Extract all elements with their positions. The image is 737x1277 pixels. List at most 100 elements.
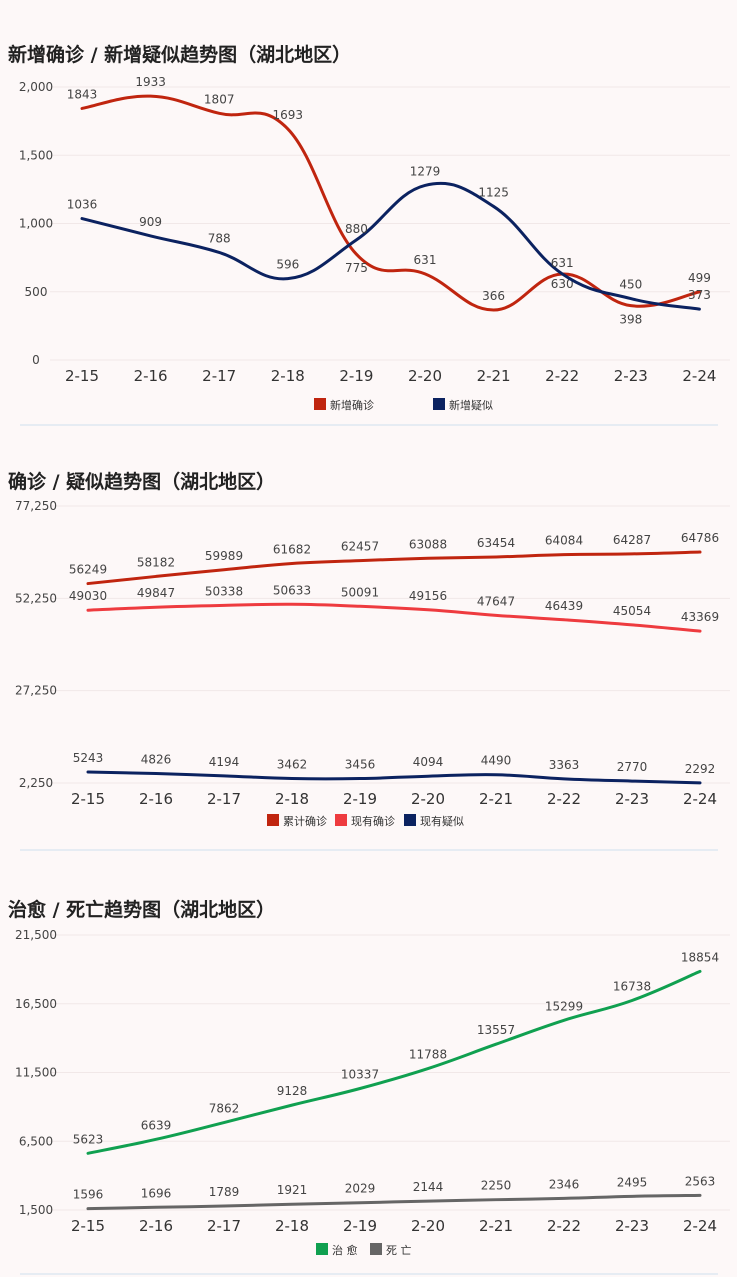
legend-swatch (335, 814, 347, 826)
x-tick-label: 2-16 (134, 367, 168, 385)
y-tick-label: 2,000 (19, 80, 53, 94)
legend-label: 新增疑似 (449, 398, 493, 412)
new-cases-chart: 0 500 1,000 1,500 2,000 2-15 2-16 2-17 2-18 2-19 2… (19, 75, 730, 412)
y-tick-label: 27,250 (15, 684, 57, 698)
data-label: 450 (619, 278, 642, 292)
data-label: 909 (139, 215, 162, 229)
data-label: 3462 (277, 758, 308, 772)
x-tick-label: 2-18 (271, 367, 305, 385)
data-label: 64786 (681, 531, 719, 545)
y-tick-label: 11,500 (15, 1066, 57, 1080)
data-label: 63454 (477, 536, 515, 550)
data-label: 631 (551, 256, 574, 270)
x-tick-label: 2-19 (343, 1217, 377, 1235)
x-tick-label: 2-23 (614, 367, 648, 385)
chart-panel-confirmed: 确诊 / 疑似趋势图（湖北地区） 2,250 27,250 52,250 77,250… (0, 430, 737, 855)
legend-swatch (404, 814, 416, 826)
x-tick-label: 2-17 (207, 1217, 241, 1235)
data-label: 788 (208, 231, 231, 245)
data-label: 59989 (205, 549, 243, 563)
series-line-2 (86, 770, 702, 785)
legend-label: 现有确诊 (351, 814, 395, 828)
x-tick-label: 2-19 (339, 367, 373, 385)
legend-label: 治 愈 (332, 1243, 358, 1257)
x-tick-label: 2-21 (479, 790, 513, 808)
x-tick-label: 2-16 (139, 1217, 173, 1235)
y-tick-label: 16,500 (15, 997, 57, 1011)
data-label: 2563 (685, 1174, 716, 1188)
x-tick-label: 2-23 (615, 1217, 649, 1235)
x-tick-label: 2-21 (477, 367, 511, 385)
data-label: 3456 (345, 758, 376, 772)
data-label: 64084 (545, 534, 583, 548)
data-label: 2495 (617, 1175, 648, 1189)
data-label: 1933 (135, 75, 166, 89)
data-label: 62457 (341, 540, 379, 554)
data-label: 43369 (681, 610, 719, 624)
x-tick-label: 2-22 (547, 1217, 581, 1235)
recovered-chart: 1,500 6,500 11,500 16,500 21,500 2-15 2-16 2-17… (15, 928, 730, 1257)
data-label: 50091 (341, 585, 379, 599)
data-label: 11788 (409, 1048, 447, 1062)
data-label: 1125 (478, 185, 509, 199)
data-label: 880 (345, 222, 368, 236)
x-tick-label: 2-18 (275, 1217, 309, 1235)
data-label: 1921 (277, 1183, 308, 1197)
x-tick-label: 2-18 (275, 790, 309, 808)
data-label: 61682 (273, 542, 311, 556)
legend-label: 死 亡 (386, 1243, 412, 1257)
chart-panel-recovered: 治愈 / 死亡趋势图（湖北地区） 1,500 6,500 11,500 16,500 2… (0, 855, 737, 1277)
data-label: 2250 (481, 1179, 512, 1193)
x-tick-label: 2-22 (547, 790, 581, 808)
confirmed-chart: 2,250 27,250 52,250 77,250 2-15 2-16 2-17 2-18 2… (15, 499, 730, 828)
data-label: 1693 (273, 108, 304, 122)
data-label: 2029 (345, 1182, 376, 1196)
data-label: 5243 (73, 751, 104, 765)
data-label: 596 (276, 258, 299, 272)
data-label: 6639 (141, 1118, 172, 1132)
data-label: 2144 (413, 1180, 444, 1194)
data-label: 4826 (141, 752, 172, 766)
x-tick-label: 2-15 (71, 790, 105, 808)
data-label: 631 (414, 253, 437, 267)
series-line-1 (86, 602, 702, 633)
x-tick-label: 2-24 (683, 1217, 717, 1235)
legend-swatch (267, 814, 279, 826)
legend-label: 累计确诊 (283, 814, 327, 828)
y-tick-label: 77,250 (15, 499, 57, 513)
x-tick-label: 2-20 (411, 790, 445, 808)
x-tick-label: 2-22 (545, 367, 579, 385)
x-tick-label: 2-24 (682, 367, 716, 385)
data-label: 1789 (209, 1185, 240, 1199)
x-tick-label: 2-17 (207, 790, 241, 808)
data-label: 1036 (67, 198, 98, 212)
series-line-0 (86, 550, 702, 586)
y-tick-label: 2,250 (19, 776, 53, 790)
data-label: 1696 (141, 1186, 172, 1200)
y-tick-label: 1,500 (19, 148, 53, 162)
data-label: 18854 (681, 950, 719, 964)
y-tick-label: 1,500 (19, 1203, 53, 1217)
data-label: 49030 (69, 589, 107, 603)
y-tick-label: 21,500 (15, 928, 57, 942)
data-label: 2346 (549, 1177, 580, 1191)
data-label: 398 (619, 313, 642, 327)
data-label: 4094 (413, 755, 444, 769)
series-line-0 (80, 94, 701, 312)
x-tick-label: 2-19 (343, 790, 377, 808)
x-tick-label: 2-15 (65, 367, 99, 385)
data-label: 56249 (69, 563, 107, 577)
data-label: 1843 (67, 87, 98, 101)
data-label: 4490 (481, 754, 512, 768)
data-label: 775 (345, 261, 368, 275)
chart-title: 治愈 / 死亡趋势图（湖北地区） (8, 899, 276, 921)
data-label: 15299 (545, 999, 583, 1013)
legend-label: 新增确诊 (330, 398, 374, 412)
data-label: 7862 (209, 1102, 240, 1116)
data-label: 1596 (73, 1188, 104, 1202)
x-tick-label: 2-15 (71, 1217, 105, 1235)
data-label: 9128 (277, 1084, 308, 1098)
data-label: 46439 (545, 599, 583, 613)
data-label: 1279 (410, 164, 441, 178)
y-tick-label: 500 (25, 285, 48, 299)
